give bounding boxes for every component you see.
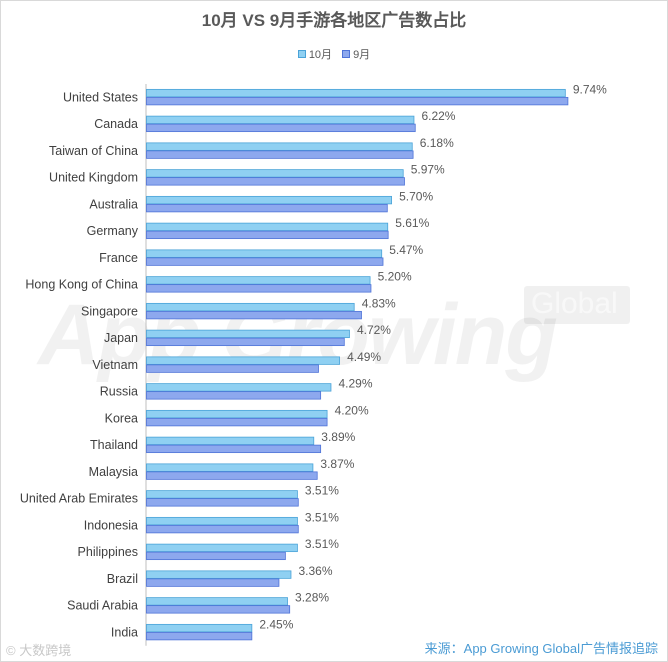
data-label: 5.47% xyxy=(389,243,423,257)
category-label: India xyxy=(111,625,138,639)
bar-september xyxy=(146,230,389,240)
category-label: United States xyxy=(63,90,138,104)
bar-october xyxy=(146,329,350,339)
category-label: Korea xyxy=(105,411,138,425)
bar-october xyxy=(146,383,332,392)
data-label: 3.51% xyxy=(305,484,339,498)
bar-october xyxy=(146,195,393,205)
data-label: 6.22% xyxy=(421,109,455,123)
legend-swatch-october xyxy=(297,50,306,58)
chart-title: 10月 VS 9月手游各地区广告数占比 xyxy=(201,11,467,30)
data-label: 3.51% xyxy=(305,537,339,551)
category-label: Brazil xyxy=(107,572,138,586)
category-label: United Arab Emirates xyxy=(20,492,138,506)
category-label: Singapore xyxy=(81,304,138,318)
source-note: 来源：App Growing Global广告情报追踪 xyxy=(424,641,658,656)
legend-item-september: 9月 xyxy=(342,46,370,62)
chart-legend: 10月 9月 xyxy=(0,46,668,62)
corner-mark: © 大数跨境 xyxy=(6,643,72,658)
bar-october xyxy=(146,142,413,151)
category-label: Indonesia xyxy=(84,518,138,532)
bar-september xyxy=(146,444,322,454)
legend-label-october: 10月 xyxy=(308,49,333,61)
bar-october xyxy=(146,115,415,125)
bar-september xyxy=(146,150,414,159)
watermark-badge xyxy=(524,286,630,324)
category-label: France xyxy=(99,251,138,265)
data-label: 4.49% xyxy=(347,350,381,364)
category-label: Malaysia xyxy=(89,465,138,479)
bar-september xyxy=(146,284,372,293)
bar-september xyxy=(146,310,362,320)
bar-september xyxy=(146,364,319,373)
bar-september xyxy=(146,498,299,507)
data-label: 5.20% xyxy=(378,270,412,284)
data-label: 4.72% xyxy=(357,323,391,337)
bar-september xyxy=(146,203,388,213)
bar-october xyxy=(146,249,383,258)
data-label: 3.89% xyxy=(321,430,355,444)
bar-september xyxy=(146,524,299,534)
watermark-badge-text: Global xyxy=(531,287,618,320)
data-label: 6.18% xyxy=(420,136,454,150)
data-label: 4.29% xyxy=(338,377,372,391)
category-label: Saudi Arabia xyxy=(67,599,138,613)
bar-october xyxy=(146,597,288,606)
bar-october xyxy=(146,570,292,579)
bar-october xyxy=(146,543,298,553)
bar-october xyxy=(146,356,340,365)
category-label: Germany xyxy=(87,224,139,238)
bar-september xyxy=(146,391,322,400)
bar-october xyxy=(146,409,328,419)
bar-october xyxy=(146,516,298,526)
bar-october xyxy=(146,302,355,312)
bar-september xyxy=(146,337,345,347)
category-label: Australia xyxy=(89,197,138,211)
bar-september xyxy=(146,96,569,106)
bar-september xyxy=(146,551,286,561)
data-label: 5.70% xyxy=(399,189,433,203)
bar-october xyxy=(146,490,298,499)
category-label: Philippines xyxy=(78,545,138,559)
data-label: 3.36% xyxy=(298,564,332,578)
bar-october xyxy=(146,463,314,472)
category-label: Thailand xyxy=(90,438,138,452)
category-label: United Kingdom xyxy=(49,171,138,185)
category-label: Hong Kong of China xyxy=(25,278,138,292)
legend-label-september: 9月 xyxy=(353,49,371,61)
legend-swatch-september xyxy=(342,50,351,58)
category-label: Russia xyxy=(100,385,138,399)
bar-september xyxy=(146,257,384,266)
bar-october xyxy=(146,436,315,446)
data-label: 4.20% xyxy=(335,403,369,417)
bar-september xyxy=(146,177,405,186)
bar-september xyxy=(146,471,318,480)
data-label: 9.74% xyxy=(573,82,607,96)
data-label: 3.28% xyxy=(295,591,329,605)
category-label: Taiwan of China xyxy=(49,144,138,158)
bar-october xyxy=(146,276,371,285)
bar-october xyxy=(146,169,404,178)
bar-september xyxy=(146,123,416,133)
category-label: Vietnam xyxy=(92,358,138,372)
bar-september xyxy=(146,417,328,427)
data-label: 2.45% xyxy=(259,617,293,631)
data-label: 5.97% xyxy=(411,163,445,177)
category-label: Canada xyxy=(94,117,138,131)
bar-september xyxy=(146,578,280,587)
bar-october xyxy=(146,623,253,633)
data-label: 4.83% xyxy=(362,296,396,310)
data-label: 3.51% xyxy=(305,510,339,524)
bar-october xyxy=(146,222,389,232)
bar-september xyxy=(146,605,291,614)
bar-october xyxy=(146,88,566,98)
legend-item-october: 10月 xyxy=(297,46,333,62)
bar-september xyxy=(146,631,253,641)
category-label: Japan xyxy=(104,331,138,345)
data-label: 5.61% xyxy=(395,216,429,230)
data-label: 3.87% xyxy=(320,457,354,471)
